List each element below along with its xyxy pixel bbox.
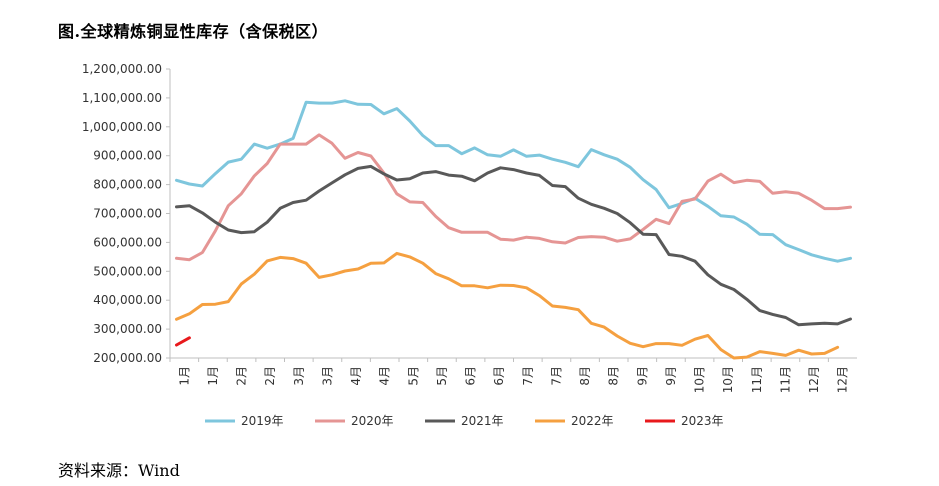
x-tick-label: 7月 — [521, 366, 535, 386]
chart-legend: 2019年 2020年 2021年 2022年 2023年 — [205, 414, 724, 428]
x-tick-label: 8月 — [607, 366, 621, 386]
series-line-2 — [175, 133, 852, 262]
x-tick-label: 12月 — [836, 366, 850, 393]
x-tick-label: 8月 — [578, 366, 592, 386]
y-tick-label: 500,000.00 — [93, 264, 162, 278]
x-tick-label: 9月 — [664, 366, 678, 386]
y-tick-label: 1,200,000.00 — [82, 62, 162, 76]
y-axis-ticks: 1,200,000.00 1,100,000.00 1,000,000.00 900,… — [82, 62, 170, 365]
series-lines — [175, 99, 852, 360]
x-tick-label: 6月 — [464, 366, 478, 386]
chart-title: 图.全球精炼铜显性库存（含保税区） — [58, 22, 329, 41]
x-tick-label: 1月 — [206, 366, 220, 386]
series-line-3 — [175, 164, 852, 327]
y-tick-label: 400,000.00 — [93, 293, 162, 307]
y-tick-label: 200,000.00 — [93, 351, 162, 365]
series-line-4 — [175, 251, 840, 360]
x-tick-label: 4月 — [378, 366, 392, 386]
y-tick-label: 1,100,000.00 — [82, 91, 162, 105]
x-tick-label: 5月 — [406, 366, 420, 386]
y-tick-label: 900,000.00 — [93, 149, 162, 163]
legend-label: 2023年 — [681, 414, 724, 428]
x-tick-label: 3月 — [320, 366, 334, 386]
x-tick-label: 5月 — [435, 366, 449, 386]
x-tick-label: 3月 — [292, 366, 306, 386]
x-tick-label: 10月 — [721, 366, 735, 393]
legend-label: 2019年 — [241, 414, 284, 428]
y-tick-label: 800,000.00 — [93, 178, 162, 192]
series-line-1 — [175, 99, 852, 263]
legend-label: 2021年 — [461, 414, 504, 428]
source-note: 资料来源：Wind — [58, 461, 180, 480]
y-tick-label: 300,000.00 — [93, 322, 162, 336]
x-tick-label: 10月 — [693, 366, 707, 393]
y-tick-label: 700,000.00 — [93, 207, 162, 221]
x-tick-label: 4月 — [349, 366, 363, 386]
x-tick-label: 2月 — [235, 366, 249, 386]
y-tick-label: 600,000.00 — [93, 235, 162, 249]
x-tick-label: 2月 — [263, 366, 277, 386]
x-tick-label: 7月 — [549, 366, 563, 386]
x-tick-label: 6月 — [492, 366, 506, 386]
legend-label: 2020年 — [351, 414, 394, 428]
x-tick-label: 11月 — [778, 366, 792, 393]
x-axis-ticks: 1月 1月 2月 2月 3月 3月 4月 4月 5月 5月 6月 6月 7月 7月 8月 8月 9月 9月 10月 1… — [169, 358, 850, 393]
x-tick-label: 12月 — [807, 366, 821, 393]
x-tick-label: 1月 — [177, 366, 191, 386]
legend-label: 2022年 — [571, 414, 614, 428]
x-tick-label: 9月 — [635, 366, 649, 386]
chart-axes — [169, 69, 857, 359]
y-tick-label: 1,000,000.00 — [82, 120, 162, 134]
series-line-5 — [175, 336, 191, 347]
x-tick-label: 11月 — [750, 366, 764, 393]
